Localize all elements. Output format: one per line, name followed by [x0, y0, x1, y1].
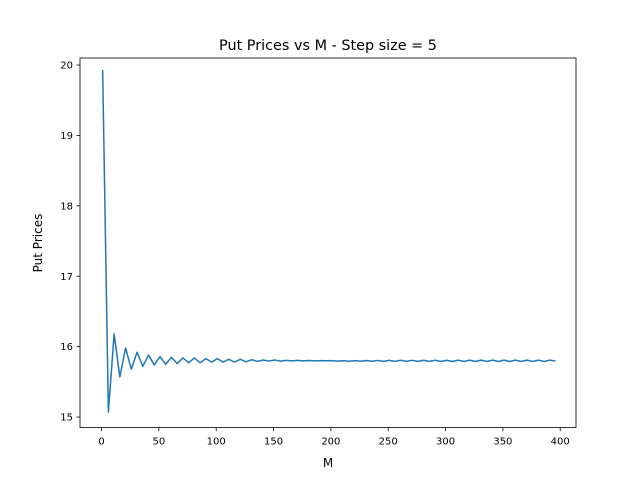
y-tick-label: 16 [60, 342, 73, 353]
chart-title: Put Prices vs M - Step size = 5 [219, 38, 437, 54]
x-tick-label: 300 [436, 437, 455, 448]
x-axis-label: M [323, 456, 333, 470]
x-tick-label: 400 [551, 437, 570, 448]
x-tick-label: 350 [493, 437, 512, 448]
y-tick-label: 17 [60, 272, 73, 283]
y-tick-label: 18 [60, 201, 73, 212]
x-tick-label: 250 [379, 437, 398, 448]
x-tick-label: 0 [98, 437, 104, 448]
x-tick-label: 150 [264, 437, 283, 448]
plot-frame [79, 57, 577, 429]
x-tick-label: 50 [152, 437, 165, 448]
plot-area [80, 58, 576, 428]
y-tick-label: 19 [60, 131, 73, 142]
x-tick-label: 200 [321, 437, 340, 448]
series-line [101, 69, 556, 413]
y-axis-label: Put Prices [31, 214, 45, 273]
y-tick-label: 20 [60, 61, 73, 72]
y-tick-label: 15 [60, 413, 73, 424]
x-tick-label: 100 [207, 437, 226, 448]
